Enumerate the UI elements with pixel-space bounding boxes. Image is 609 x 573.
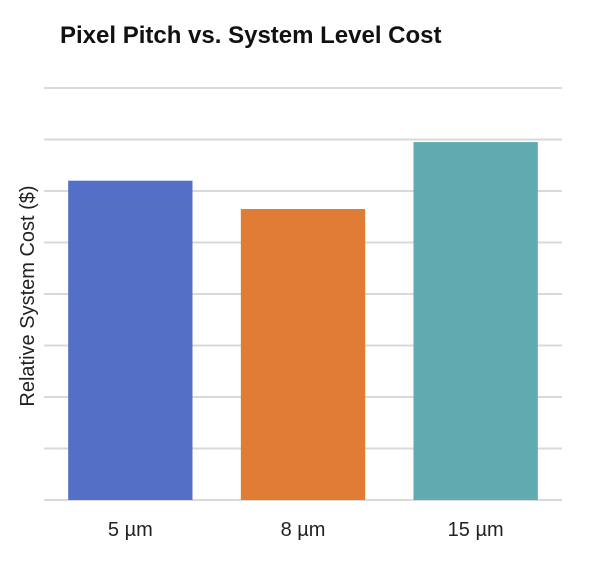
bars xyxy=(68,142,538,500)
chart-title: Pixel Pitch vs. System Level Cost xyxy=(60,22,442,49)
x-tick-label: 8 µm xyxy=(281,519,326,541)
bar-1 xyxy=(68,180,193,500)
bar-3 xyxy=(413,142,538,500)
x-tick-label: 5 µm xyxy=(108,519,153,541)
x-tick-labels: 5 µm 8 µm 15 µm xyxy=(108,519,504,541)
x-tick-label: 15 µm xyxy=(448,519,504,541)
y-axis-label: Relative System Cost ($) xyxy=(17,185,39,406)
bar-2 xyxy=(240,209,366,500)
